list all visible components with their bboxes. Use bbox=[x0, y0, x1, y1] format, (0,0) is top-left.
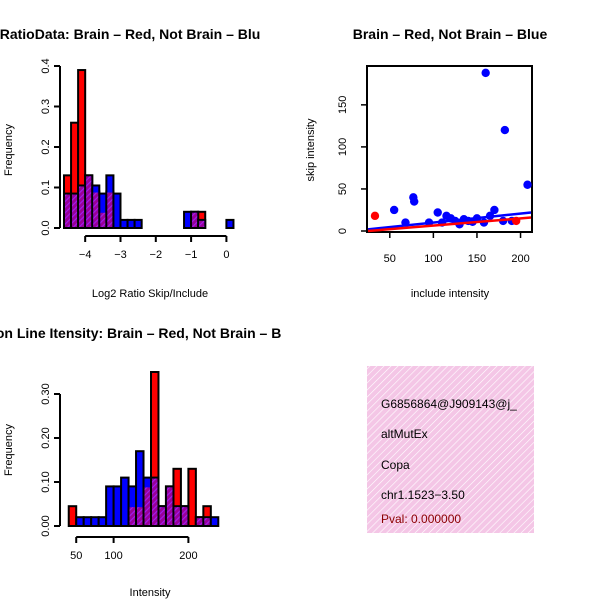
notbrain-bar-6 bbox=[120, 476, 130, 528]
x-tick-label: 100 bbox=[424, 253, 442, 265]
ratio-histogram-axes: 0.0 0.1 0.2 0.3 0.4 −4 −3 −2 −1 0 bbox=[40, 58, 229, 261]
overlap-hatch-14 bbox=[181, 507, 188, 525]
overlap-hatch-6 bbox=[107, 192, 113, 227]
y-tick-label: 0.2 bbox=[40, 139, 52, 154]
x-tick-label: 100 bbox=[104, 550, 122, 562]
brain-point-0 bbox=[370, 211, 380, 221]
x-tick-label: 50 bbox=[384, 253, 396, 265]
scatter-axes: 50 100 150 200 0 50 100 150 bbox=[337, 96, 530, 265]
notbrain-point-2 bbox=[523, 180, 532, 189]
ratio-histogram-xlabel: Log2 Ratio Skip/Include bbox=[92, 288, 208, 300]
x-tick-label: −4 bbox=[79, 249, 92, 261]
y-tick-label: 0.00 bbox=[40, 515, 52, 536]
overlap-hatch-15 bbox=[196, 518, 203, 525]
info-gene-name: Copa bbox=[381, 458, 410, 472]
notbrain-bar-4 bbox=[105, 485, 115, 527]
x-tick-label: 50 bbox=[70, 550, 82, 562]
info-location: chr1.1523−3.50 bbox=[381, 488, 465, 502]
x-tick-label: 200 bbox=[179, 550, 197, 562]
y-tick-label: 50 bbox=[337, 183, 349, 195]
notbrain-bar-5 bbox=[112, 485, 123, 527]
intensity-histogram-axes: 0.00 0.10 0.20 0.30 50 100 200 bbox=[40, 383, 198, 562]
overlap-hatch-9 bbox=[144, 487, 150, 525]
info-panel: G6856864@J909143@j_ altMutEx Copa chr1.1… bbox=[367, 366, 534, 533]
notbrain-point-16 bbox=[490, 205, 499, 215]
y-tick-label: 0.1 bbox=[40, 180, 52, 195]
info-probe-id: G6856864@J909143@j_ bbox=[381, 397, 517, 411]
notbrain-bar-2 bbox=[90, 516, 100, 528]
notbrain-bar-8 bbox=[119, 218, 129, 229]
ratio-histogram-panel: RatioData: Brain – Red, Not Brain – Blu … bbox=[0, 26, 260, 300]
y-tick-label: 0.3 bbox=[40, 99, 52, 114]
x-tick-label: −3 bbox=[114, 249, 127, 261]
info-pvalue: Pval: 0.000000 bbox=[381, 512, 461, 526]
overlap-hatch-11 bbox=[159, 507, 165, 525]
overlap-hatch-4 bbox=[93, 192, 99, 227]
scatter-marks bbox=[367, 68, 532, 233]
notbrain-bar-1 bbox=[82, 516, 93, 528]
overlap-hatch-13 bbox=[174, 507, 180, 525]
intensity-histogram-panel: Exon Line Itensity: Brain – Red, Not Bra… bbox=[0, 325, 281, 599]
notbrain-point-1 bbox=[500, 125, 510, 135]
notbrain-bar-0 bbox=[75, 516, 85, 528]
ratio-histogram-ylabel: Frequency bbox=[3, 124, 15, 176]
overlap-hatch-5 bbox=[100, 212, 106, 227]
overlap-hatch-10 bbox=[152, 478, 158, 525]
info-box-hatch bbox=[367, 366, 534, 533]
overlap-hatch-13 bbox=[199, 220, 205, 227]
ratio-histogram-title: RatioData: Brain – Red, Not Brain – Blu bbox=[0, 26, 260, 42]
overlap-hatch-12 bbox=[166, 487, 173, 525]
scatter-panel: Brain – Red, Not Brain – Blue 50 100 150 20… bbox=[305, 26, 547, 300]
x-tick-label: −1 bbox=[185, 249, 198, 261]
notbrain-point-8 bbox=[433, 208, 442, 217]
notbrain-point-0 bbox=[481, 68, 490, 78]
y-tick-label: 0.0 bbox=[40, 220, 52, 235]
y-tick-label: 0.4 bbox=[40, 58, 52, 73]
x-tick-label: 150 bbox=[468, 253, 486, 265]
scatter-frame bbox=[366, 65, 533, 233]
overlap-hatch-16 bbox=[204, 518, 210, 525]
intensity-histogram-title: Exon Line Itensity: Brain – Red, Not Bra… bbox=[0, 325, 281, 341]
scatter-ylabel: skip intensity bbox=[305, 118, 317, 181]
x-tick-label: 200 bbox=[511, 253, 529, 265]
intensity-histogram-ylabel: Frequency bbox=[3, 424, 15, 476]
y-tick-label: 100 bbox=[337, 138, 349, 156]
notbrain-bar-17 bbox=[209, 516, 220, 528]
notbrain-fit-line bbox=[367, 211, 532, 231]
ratio-histogram-bars bbox=[63, 69, 235, 230]
intensity-histogram-xlabel: Intensity bbox=[130, 587, 171, 599]
scatter-title: Brain – Red, Not Brain – Blue bbox=[353, 26, 548, 42]
brain-bar-0 bbox=[67, 505, 78, 528]
intensity-histogram-bars bbox=[67, 371, 220, 528]
info-event-type: altMutEx bbox=[381, 427, 428, 441]
x-tick-label: −2 bbox=[150, 249, 163, 261]
x-tick-label: 0 bbox=[223, 249, 229, 261]
overlap-hatch-12 bbox=[192, 212, 198, 227]
notbrain-bar-7 bbox=[112, 192, 122, 229]
notbrain-bar-10 bbox=[133, 218, 143, 229]
overlap-hatch-8 bbox=[137, 507, 143, 525]
notbrain-point-5 bbox=[409, 197, 419, 206]
overlap-hatch-1 bbox=[72, 194, 78, 227]
y-tick-label: 0 bbox=[337, 228, 349, 234]
overlap-hatch-7 bbox=[129, 507, 136, 525]
overlap-hatch-3 bbox=[86, 176, 92, 227]
notbrain-bar-9 bbox=[126, 218, 136, 229]
notbrain-bar-14 bbox=[225, 218, 235, 229]
notbrain-bar-3 bbox=[97, 516, 108, 528]
y-tick-label: 150 bbox=[337, 96, 349, 114]
y-tick-label: 0.30 bbox=[40, 383, 52, 404]
overlap-hatch-0 bbox=[65, 194, 71, 227]
overlap-hatch-2 bbox=[79, 186, 85, 227]
notbrain-point-3 bbox=[389, 205, 399, 215]
brain-fit-line bbox=[367, 216, 532, 233]
notbrain-bar-11 bbox=[183, 210, 193, 230]
brain-bar-9 bbox=[187, 467, 197, 527]
y-tick-label: 0.10 bbox=[40, 471, 52, 492]
y-tick-label: 0.20 bbox=[40, 427, 52, 448]
scatter-xlabel: include intensity bbox=[411, 288, 490, 300]
